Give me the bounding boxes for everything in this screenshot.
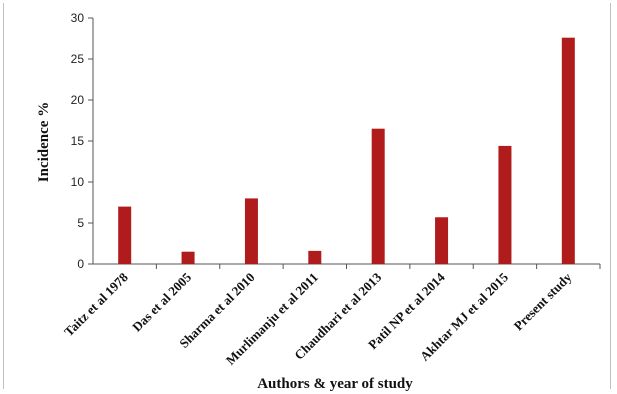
bar [244, 198, 258, 264]
x-tick-label: Das et al 2005 [129, 269, 194, 334]
y-tick-label: 10 [71, 175, 85, 189]
bar [435, 217, 449, 264]
y-tick-label: 5 [77, 216, 84, 230]
bar [181, 251, 195, 264]
y-tick-label: 30 [71, 11, 85, 25]
y-tick-label: 20 [71, 93, 85, 107]
bar [308, 250, 322, 264]
chart-frame [3, 3, 611, 389]
bar [118, 206, 132, 264]
y-tick-label: 0 [77, 257, 84, 271]
bar [371, 128, 385, 264]
bar [561, 37, 575, 265]
bars [118, 37, 575, 265]
x-tick-label: Taitz et al 1978 [61, 269, 131, 339]
x-tick-label: Present study [511, 269, 575, 333]
y-tick-label: 25 [71, 52, 85, 66]
x-axis-title: Authors & year of study [257, 376, 413, 392]
bar [498, 145, 512, 264]
y-axis-ticks: 0 5 10 15 20 25 30 [71, 11, 93, 271]
y-axis-title: Incidence % [36, 102, 52, 182]
y-tick-label: 15 [71, 134, 85, 148]
